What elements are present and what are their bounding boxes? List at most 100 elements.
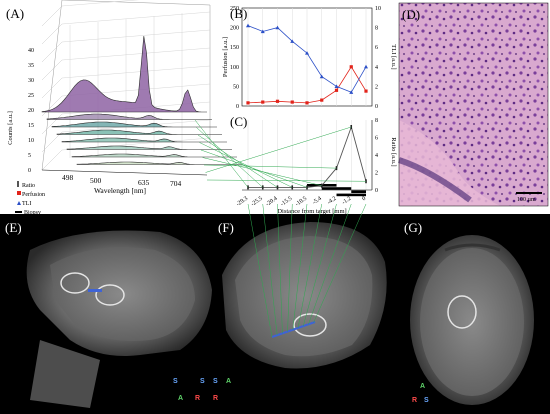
spectra-z-tick: 30 bbox=[28, 78, 34, 84]
link-line-probe bbox=[302, 203, 337, 327]
panel-g-label: (G) bbox=[404, 220, 422, 235]
tli-y-tick: 4 bbox=[375, 65, 378, 71]
ratio-x-tick: -29.3 bbox=[235, 196, 249, 208]
legend-perfusion-swatch bbox=[17, 191, 21, 195]
spectra-z-tick: 10 bbox=[28, 138, 34, 144]
link-line-spectrum bbox=[200, 149, 308, 188]
panel-f-label: (F) bbox=[218, 220, 234, 235]
spectra-z-tick: 20 bbox=[28, 108, 34, 114]
axial2-lesion bbox=[447, 295, 477, 329]
spectra-z-tick: 0 bbox=[28, 168, 31, 174]
tli-point bbox=[319, 74, 324, 79]
spectra-grid-z bbox=[41, 41, 63, 63]
orient-e-a: A bbox=[178, 395, 183, 402]
sagittal-probe-marker bbox=[88, 289, 102, 292]
link-lines bbox=[194, 119, 367, 338]
tli-y-label: TLI [a.u.] bbox=[390, 44, 397, 69]
sagittal-lesion-1 bbox=[60, 272, 90, 294]
legend-biopsy-swatch bbox=[15, 211, 22, 213]
panel-e: (E) S A R bbox=[5, 220, 212, 408]
spectra-y-label: Counts [a.u.] bbox=[7, 111, 14, 145]
spectrum-series bbox=[46, 113, 212, 120]
axial2-brain bbox=[420, 248, 524, 396]
biopsy-bar bbox=[336, 193, 366, 197]
ratio-x-tick: -10.5 bbox=[294, 196, 308, 208]
legend-tli-swatch bbox=[17, 201, 21, 205]
tli-y-tick: 8 bbox=[375, 26, 378, 32]
spectra-grid-back bbox=[61, 47, 211, 61]
spectra-axes-ticks: 0 5 10 15 20 25 30 35 40 bbox=[28, 48, 34, 174]
spectra-grid-back bbox=[61, 11, 211, 25]
scale-bar bbox=[516, 192, 542, 194]
spectrum-series bbox=[41, 36, 207, 113]
perfusion-y-tick: 200 bbox=[230, 26, 239, 32]
panel-a-label: (A) bbox=[6, 6, 24, 21]
spectra-z-tick: 35 bbox=[28, 63, 34, 69]
link-line-spectrum bbox=[194, 119, 249, 188]
perfusion-series bbox=[246, 23, 368, 105]
orient-g-r: R bbox=[412, 397, 417, 404]
link-line-probe bbox=[313, 203, 367, 323]
spectra-z-tick: 15 bbox=[28, 123, 34, 129]
ratio-x-tick: -5.4 bbox=[312, 196, 323, 206]
axial-lesion bbox=[293, 313, 327, 337]
ratio-x-tick: -15.5 bbox=[280, 196, 294, 208]
link-line-spectrum bbox=[203, 164, 337, 169]
spectra-grid-back bbox=[61, 65, 211, 79]
link-line-spectrum bbox=[202, 157, 322, 186]
tli-point bbox=[334, 84, 339, 88]
spectra-3d-box bbox=[41, 0, 211, 176]
spectra-z-tick: 5 bbox=[28, 153, 31, 159]
tli-point bbox=[260, 29, 265, 34]
ratio-y-tick: 8 bbox=[375, 118, 378, 124]
spectra-x-label: Wavelength [nm] bbox=[94, 186, 146, 195]
scale-bar-label: 100 µm bbox=[517, 197, 536, 203]
orient-f-s: S bbox=[200, 378, 205, 385]
link-line-spectrum bbox=[199, 142, 293, 188]
axial2-orbit-line bbox=[444, 243, 501, 252]
tli-point bbox=[246, 23, 250, 28]
perfusion-y-label: Perfusion [a.u.] bbox=[222, 37, 229, 77]
perfusion-point bbox=[305, 101, 309, 105]
spectrum-series bbox=[71, 153, 237, 158]
perfusion-y-tick: 0 bbox=[236, 104, 239, 110]
ratio-x-label: Distance from target [mm] bbox=[277, 208, 346, 215]
perfusion-point bbox=[275, 99, 280, 103]
orient-e-s: S bbox=[173, 378, 178, 385]
tli-y-tick: 10 bbox=[375, 6, 381, 12]
legend-ratio-swatch bbox=[17, 181, 19, 187]
ratio-x-tick: 0 bbox=[361, 196, 367, 203]
spectra-grid-z bbox=[41, 23, 63, 45]
tli-point bbox=[290, 39, 295, 43]
orient-f-r: R bbox=[213, 395, 218, 402]
panel-c-label: (C) bbox=[230, 114, 247, 129]
spectrum-series bbox=[66, 145, 232, 150]
spectra-tick-498: 498 bbox=[62, 173, 74, 182]
panel-g: (G) A R S bbox=[404, 220, 534, 405]
spectrum-series bbox=[51, 121, 217, 128]
sagittal-face bbox=[30, 340, 100, 408]
panel-d: (D) 100 µm bbox=[398, 2, 549, 207]
spectrum-series bbox=[76, 161, 242, 165]
axial-brain bbox=[235, 236, 373, 357]
perfusion-point bbox=[246, 101, 250, 105]
ratio-x-tick: -1.2 bbox=[341, 196, 352, 206]
perfusion-point bbox=[261, 100, 265, 104]
histology-stroma bbox=[399, 120, 500, 206]
panel-e-label: (E) bbox=[5, 220, 22, 235]
legend-tli: TLI bbox=[22, 201, 31, 207]
tli-y-tick: 0 bbox=[375, 104, 378, 110]
ratio-x-tick: -4.2 bbox=[326, 196, 337, 206]
perfusion-ticks: 0 50 100 150 200 250 0 2 4 6 8 10 bbox=[230, 6, 381, 110]
ratio-y-tick: 4 bbox=[375, 153, 378, 159]
spectrum-series bbox=[56, 129, 222, 135]
spectra-series bbox=[41, 36, 242, 165]
spectra-z-tick: 40 bbox=[28, 48, 34, 54]
spectra-grid-z bbox=[41, 113, 63, 135]
ratio-y-label: Ratio [a.u.] bbox=[390, 137, 397, 166]
histology-frame bbox=[398, 2, 549, 207]
perfusion-point bbox=[349, 65, 353, 69]
legend-ratio: Ratio bbox=[22, 183, 35, 189]
perfusion-point bbox=[290, 100, 294, 104]
